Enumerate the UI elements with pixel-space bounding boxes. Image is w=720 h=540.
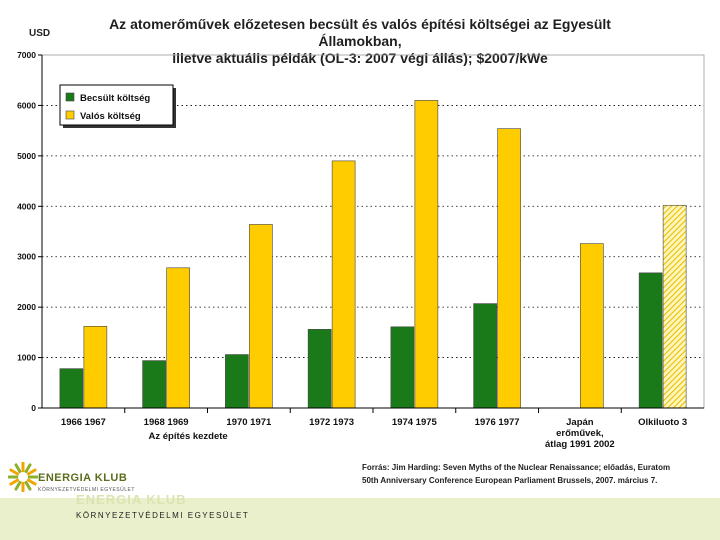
y-tick-label: 3000 [17, 252, 36, 262]
logo-ray [24, 480, 32, 491]
bar-estimated-cost [307, 329, 332, 409]
source-citation: Forrás: Jim Harding: Seven Myths of the … [362, 461, 712, 487]
legend-swatch [65, 92, 75, 102]
x-category-label: Japán [566, 417, 594, 428]
y-tick-label: 5000 [17, 151, 36, 161]
logo-ray [26, 468, 37, 476]
logo-ray [14, 480, 22, 491]
x-category-label: 1966 1967 [61, 417, 106, 428]
chart-title-line1: Az atomerőművek előzetesen becsült és va… [109, 16, 611, 49]
bar-actual-cost [83, 326, 108, 409]
energia-klub-logo-icon [8, 462, 38, 492]
logo-ray [9, 468, 20, 476]
bar-estimated-cost [225, 354, 249, 409]
x-category-label: Olkiluoto 3 [638, 417, 687, 428]
x-category-label: 1976 1977 [475, 417, 520, 428]
x-category-label: erőművek, [556, 428, 604, 439]
logo-name: ENERGIA KLUB [38, 472, 128, 484]
footer-organization-name: KÖRNYEZETVÉDELMI EGYESÜLET [76, 511, 250, 520]
y-tick-label: 7000 [17, 50, 36, 60]
y-tick-label: 1000 [17, 353, 36, 363]
y-tick-label: 0 [31, 403, 36, 413]
x-category-label: 1974 1975 [392, 417, 438, 428]
bar-estimated-cost [142, 360, 166, 409]
bars [59, 100, 687, 409]
gridlines [42, 105, 704, 358]
legend: Becsült költség Valós költség [59, 84, 176, 128]
legend-label: Becsült költség [80, 93, 150, 104]
logo-ray [9, 478, 20, 486]
y-tick-label: 6000 [17, 100, 36, 110]
y-tick-label: 4000 [17, 201, 36, 211]
legend-label: Valós költség [80, 111, 141, 122]
bar-actual-cost [331, 160, 356, 409]
x-category-label: 1968 1969 [144, 417, 189, 428]
logo-subtitle: KÖRNYEZETVÉDELMI EGYESÜLET [38, 487, 135, 493]
x-category-label: 1972 1973 [309, 417, 354, 428]
footer-band [0, 498, 720, 540]
bar-actual-cost [414, 100, 439, 409]
bar-estimated-cost [638, 272, 663, 409]
axes [38, 54, 705, 413]
y-tick-label: 2000 [17, 302, 36, 312]
bar-actual-cost [580, 243, 604, 409]
bar-actual-cost [166, 267, 190, 409]
x-axis-title: Az építés kezdete [149, 431, 228, 442]
bar-estimated-cost [390, 326, 415, 409]
source-line-1: Forrás: Jim Harding: Seven Myths of the … [362, 463, 671, 472]
y-axis-unit-label: USD [29, 28, 51, 39]
source-line-2: 50th Anniversary Conference European Par… [362, 476, 658, 485]
logo-ray [24, 463, 32, 474]
legend-swatch [65, 110, 75, 120]
logo-ray [26, 478, 37, 486]
bar-estimated-cost [59, 368, 84, 409]
bar-actual-cost [497, 128, 521, 409]
x-category-label: átlag 1991 2002 [545, 439, 615, 450]
chart-title: Az atomerőművek előzetesen becsült és va… [70, 16, 650, 67]
chart-title-line2: illetve aktuális példák (OL-3: 2007 végi… [172, 50, 548, 66]
x-category-label: 1970 1971 [226, 417, 272, 428]
footer-ghost-wordmark: ENERGIA KLUB [76, 492, 187, 507]
bar-actual-cost [662, 204, 687, 409]
legend-box [59, 84, 174, 126]
bar-chart: 0 1000 2000 3000 4000 5000 6000 7000 1966 1967 19… [17, 50, 705, 450]
logo-ray [14, 463, 22, 474]
bar-estimated-cost [473, 303, 497, 409]
axis-labels: 0 1000 2000 3000 4000 5000 6000 7000 1966 1967 19… [17, 50, 687, 450]
bar-actual-cost [249, 224, 273, 409]
